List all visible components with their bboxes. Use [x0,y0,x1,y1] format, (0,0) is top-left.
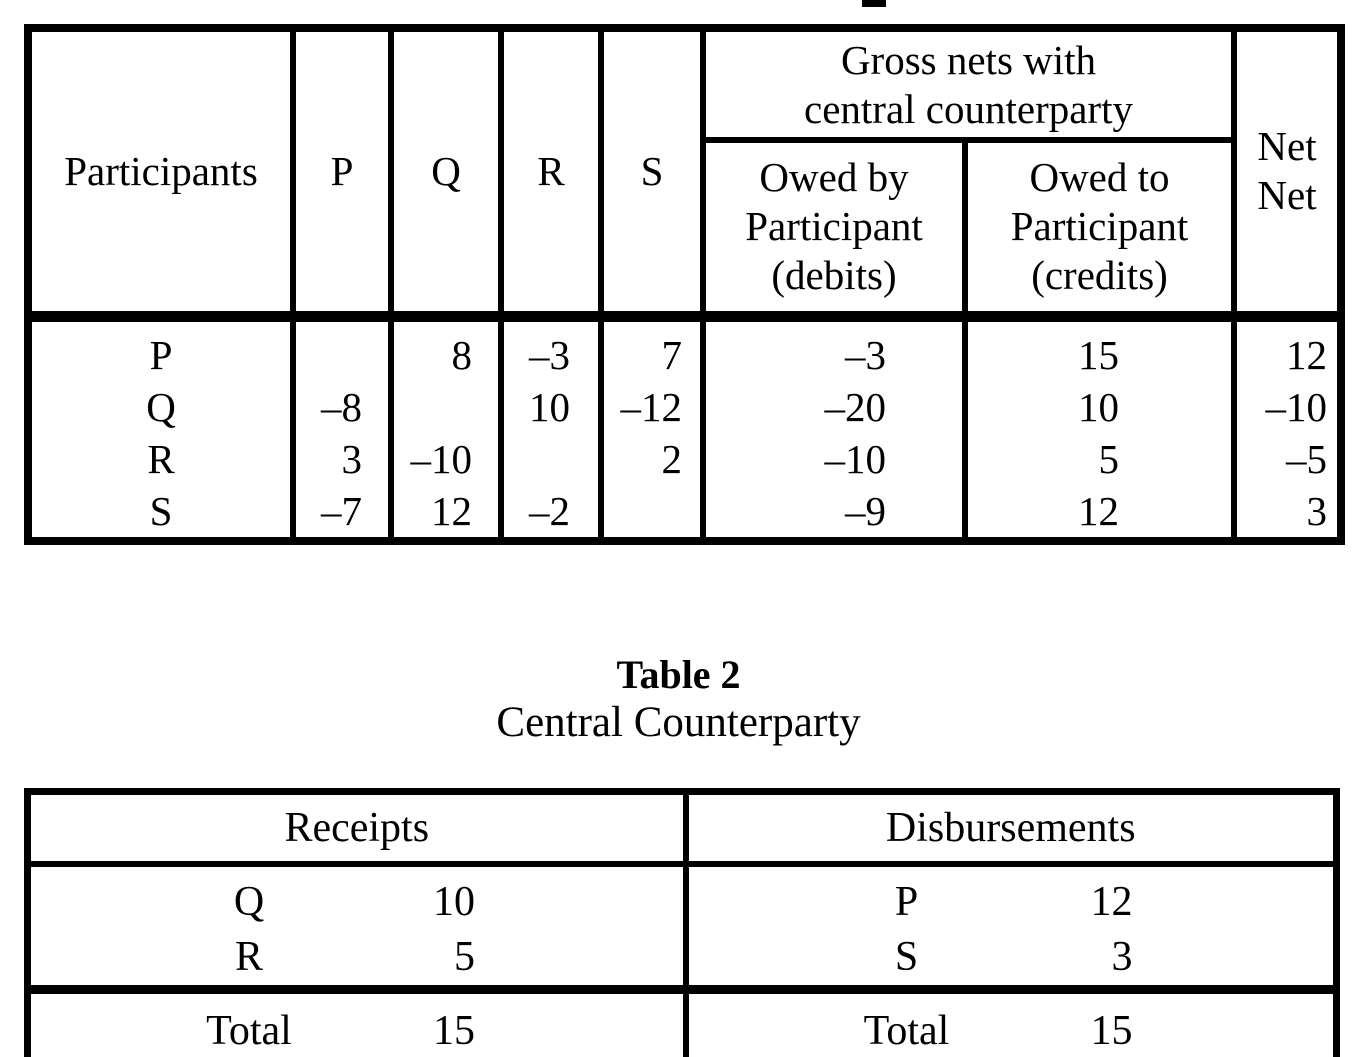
disbursement-entry: S 3 [692,930,1331,984]
receipt-entry: Q 10 [34,875,680,930]
table2-caption-title: Table 2 [616,652,741,697]
disbursement-amount: 12 [1090,879,1133,925]
cell-value [607,485,697,535]
receipts-total-value: 15 [433,1008,475,1054]
column-p-values: –8 3 –7 [290,310,394,544]
table1-header-row-1: Participants P Q R S Gross nets with cen… [25,25,1344,319]
gross-nets-line2: central counterparty [804,85,1133,132]
cell-value: –7 [321,487,362,534]
cell-value: 10 [529,383,570,430]
table2-header-row: Receipts Disbursements [24,788,1340,867]
receipts-total-cell: Total 15 [24,985,689,1057]
table1-data-body: P Q R S –8 3 –7 8 –10 12 [25,310,1344,544]
disbursement-amount: 3 [1111,934,1133,980]
disbursements-total-label: Total [863,1008,950,1054]
row-label: Q [146,383,176,430]
cell-value: –20 [824,383,887,430]
cell-value: –3 [845,331,886,378]
header-participants: Participants [25,25,296,319]
netting-table: Participants P Q R S Gross nets with cen… [24,24,1345,545]
cropped-text-artifact [862,0,886,7]
receipt-participant: R [234,934,263,980]
column-r-values: –3 10 –2 [498,310,604,544]
header-col-q: Q [388,25,504,319]
cell-value: 12 [1286,331,1327,378]
disbursement-participant: S [894,934,919,980]
header-col-s: S [598,25,706,319]
cell-value: –10 [824,435,887,482]
receipt-participant: Q [233,879,265,925]
column-s-values: 7 –12 2 [598,310,706,544]
row-label: R [147,435,175,482]
cell-value [507,433,595,485]
column-credits-values: 15 10 5 12 [962,310,1237,544]
cell-value: –10 [1265,383,1328,430]
table1-header-row-2: Owed by Participant (debits) Owed to Par… [28,137,1341,319]
cell-value: 3 [341,435,363,482]
column-net-net-values: 12 –10 –5 3 [1231,310,1344,544]
gross-nets-line1: Gross nets with [840,36,1097,83]
header-gross-nets: Gross nets with central counterparty [700,25,1237,143]
owed-to-line1: Owed to [1029,154,1170,201]
cell-value: 8 [451,331,473,378]
net-net-line2: Net [1257,172,1317,219]
column-debits-values: –3 –20 –10 –9 [700,310,968,544]
table2-data-row: Q 10 R 5 P 12 S 3 [24,861,1340,993]
cell-value: –5 [1286,435,1327,482]
row-label: P [149,331,173,378]
disbursements-total: Total 15 [692,1004,1331,1057]
cell-value: 12 [431,487,472,534]
cell-value: 15 [1078,331,1119,378]
cell-value: –8 [321,383,362,430]
receipts-entries: Q 10 R 5 [24,861,689,993]
disbursement-entry: P 12 [692,875,1331,930]
receipt-entry: R 5 [34,930,680,984]
owed-by-line3: (debits) [771,252,897,299]
cell-value: 2 [661,435,683,482]
header-col-r: R [498,25,604,319]
receipts-total: Total 15 [34,1004,680,1057]
header-net-net: Net Net [1231,25,1344,319]
cell-value [299,329,385,381]
column-participant-names: P Q R S [25,310,296,544]
header-owed-to-credits: Owed to Participant (credits) [962,137,1237,319]
central-counterparty-table: Receipts Disbursements Q 10 R 5 [24,788,1340,1057]
receipts-total-label: Total [206,1008,292,1054]
receipt-amount: 5 [454,934,475,980]
header-receipts: Receipts [24,788,689,867]
header-owed-by-debits: Owed by Participant (debits) [700,137,968,319]
table2-total-row: Total 15 Total 15 [24,985,1340,1057]
cell-value: 7 [661,331,683,378]
cell-value: 5 [1098,435,1120,482]
owed-by-line1: Owed by [759,154,909,201]
header-disbursements: Disbursements [682,788,1340,867]
cell-value: –2 [529,487,570,534]
owed-to-line2: Participant [1010,203,1189,250]
table2-caption: Table 2 Central Counterparty [24,652,1333,748]
cell-value: –9 [845,487,886,534]
owed-by-line2: Participant [745,203,923,250]
disbursements-total-value: 15 [1090,1008,1133,1054]
cell-value: 10 [1078,383,1119,430]
cell-value: –12 [620,383,683,430]
cell-value: –10 [410,435,473,482]
disbursements-total-cell: Total 15 [682,985,1340,1057]
receipt-amount: 10 [433,879,475,925]
column-q-values: 8 –10 12 [388,310,504,544]
table2-caption-subtitle: Central Counterparty [496,699,861,746]
cell-value: 12 [1078,487,1119,534]
owed-to-line3: (credits) [1031,252,1168,299]
cell-value: –3 [529,331,570,378]
cell-value: 3 [1306,487,1328,534]
disbursements-entries: P 12 S 3 [682,861,1340,993]
disbursement-participant: P [894,879,919,925]
row-label: S [149,487,173,534]
cell-value [397,381,495,433]
net-net-line1: Net [1257,123,1317,170]
header-col-p: P [290,25,394,319]
